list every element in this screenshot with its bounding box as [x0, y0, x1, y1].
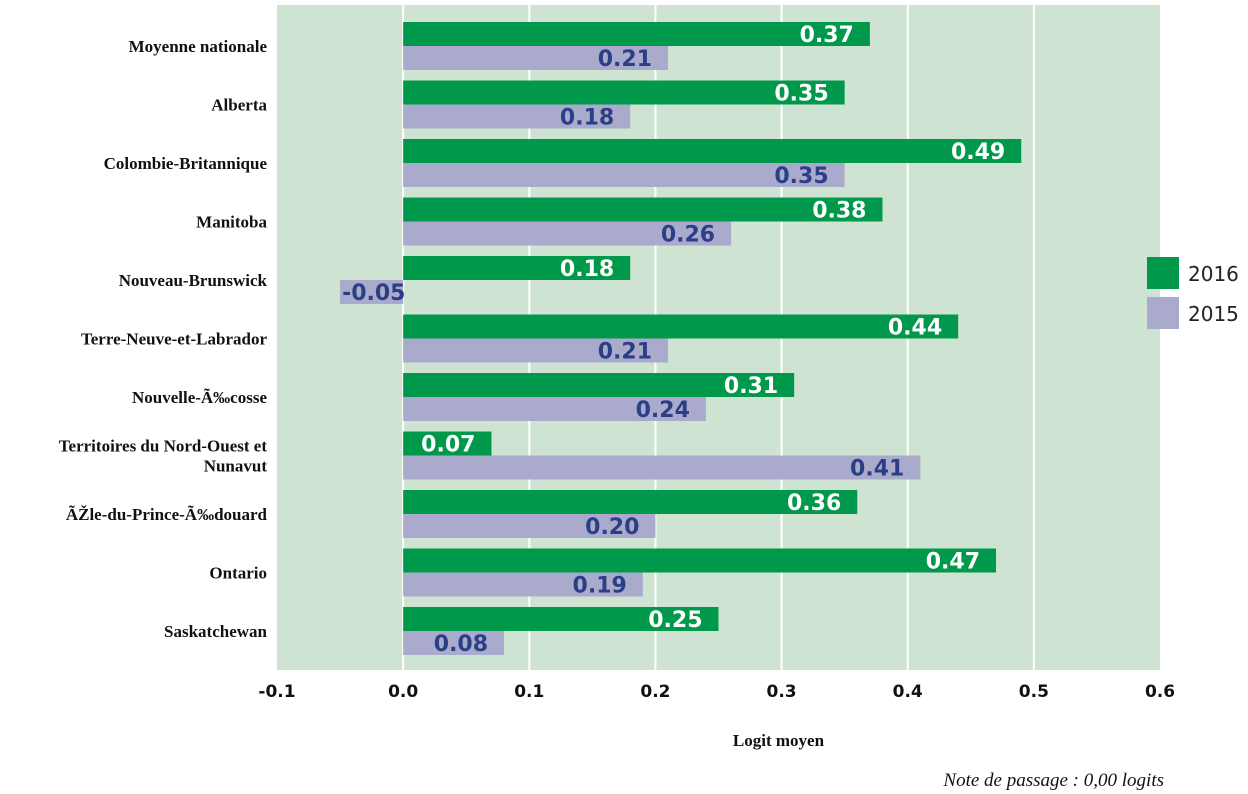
data-label-2015: 0.18 [560, 106, 614, 131]
data-label-2016: 0.47 [926, 550, 980, 575]
x-tick-label: 0.6 [1145, 682, 1175, 702]
legend-label-2015: 2015 [1188, 302, 1239, 326]
category-label: Terre-Neuve-et-Labrador [81, 330, 267, 349]
data-label-2015: 0.24 [636, 398, 690, 423]
data-label-2016: 0.35 [774, 82, 828, 107]
category-label: Moyenne nationale [129, 37, 268, 56]
data-label-2015: 0.41 [850, 457, 904, 482]
data-label-2015: 0.19 [573, 574, 627, 599]
data-label-2016: 0.18 [560, 257, 614, 282]
x-tick-label: 0.4 [893, 682, 923, 702]
x-tick-label: 0.2 [640, 682, 670, 702]
bar-2015 [403, 104, 631, 129]
category-label: ÃŽle-du-Prince-Ã‰douard [66, 505, 268, 524]
bar-2016 [403, 607, 719, 631]
data-label-2016: 0.44 [888, 316, 942, 341]
bars: 0.37 0.21 0.35 0.18 0.49 0.35 0.38 0.26 0.18 -0.0… [340, 22, 1022, 657]
category-label: Saskatchewan [164, 622, 268, 641]
data-label-2015: 0.35 [774, 164, 828, 189]
category-label: Ontario [209, 564, 267, 583]
data-label-2016: 0.31 [724, 374, 778, 399]
bar-2015 [403, 163, 845, 187]
data-label-2015: 0.20 [585, 515, 639, 540]
x-tick-label: -0.1 [258, 682, 295, 702]
data-label-2016: 0.07 [421, 433, 475, 458]
bar-2016 [403, 256, 631, 280]
data-label-2016: 0.25 [648, 608, 702, 633]
data-label-2015: 0.21 [598, 47, 652, 72]
bar-2015 [403, 572, 643, 597]
bar-2016 [403, 490, 858, 514]
category-label: Nouvelle-Ã‰cosse [132, 388, 267, 407]
data-label-2015: -0.05 [342, 281, 405, 306]
category-label: Colombie-Britannique [104, 154, 268, 173]
x-tick-labels: -0.1 0.0 0.1 0.2 0.3 0.4 0.5 0.6 [258, 682, 1175, 702]
bar-2016 [403, 431, 492, 456]
data-label-2015: 0.08 [434, 632, 488, 657]
bar-2015 [403, 455, 921, 480]
legend-swatch-2016 [1147, 257, 1179, 289]
data-label-2016: 0.36 [787, 491, 841, 516]
category-label: Nouveau-Brunswick [119, 271, 268, 290]
data-label-2016: 0.38 [812, 199, 866, 224]
x-tick-label: 0.3 [767, 682, 797, 702]
x-tick-label: 0.0 [388, 682, 418, 702]
category-label: Territoires du Nord-Ouest et Nunavut [59, 437, 268, 476]
bar-2016 [403, 22, 870, 46]
bar-2016 [403, 80, 845, 105]
bar-2016 [403, 139, 1022, 163]
x-tick-label: 0.5 [1019, 682, 1049, 702]
bar-2016 [403, 548, 997, 573]
data-label-2015: 0.26 [661, 223, 715, 248]
bar-2016 [403, 373, 795, 397]
legend: 2016 2015 [1147, 257, 1239, 329]
bar-2015 [403, 221, 732, 246]
bar-2015 [403, 338, 669, 363]
bar-2015 [403, 46, 669, 70]
x-tick-label: 0.1 [514, 682, 544, 702]
data-label-2016: 0.49 [951, 140, 1005, 165]
category-labels: Moyenne nationale Alberta Colombie-Britann… [59, 37, 268, 641]
bar-2015 [403, 514, 656, 538]
note-text: Note de passage : 0,00 logits [942, 770, 1164, 791]
x-axis-label: Logit moyen [733, 731, 825, 750]
data-label-2016: 0.37 [800, 23, 854, 48]
data-label-2015: 0.21 [598, 340, 652, 365]
bar-2016 [403, 197, 883, 222]
bar-2015 [403, 631, 505, 655]
bar-2015 [403, 397, 706, 421]
legend-label-2016: 2016 [1188, 262, 1239, 286]
bar-2016 [403, 314, 959, 339]
legend-swatch-2015 [1147, 297, 1179, 329]
bar-2015 [340, 280, 404, 304]
category-label: Manitoba [196, 213, 267, 232]
category-label: Alberta [211, 96, 267, 115]
